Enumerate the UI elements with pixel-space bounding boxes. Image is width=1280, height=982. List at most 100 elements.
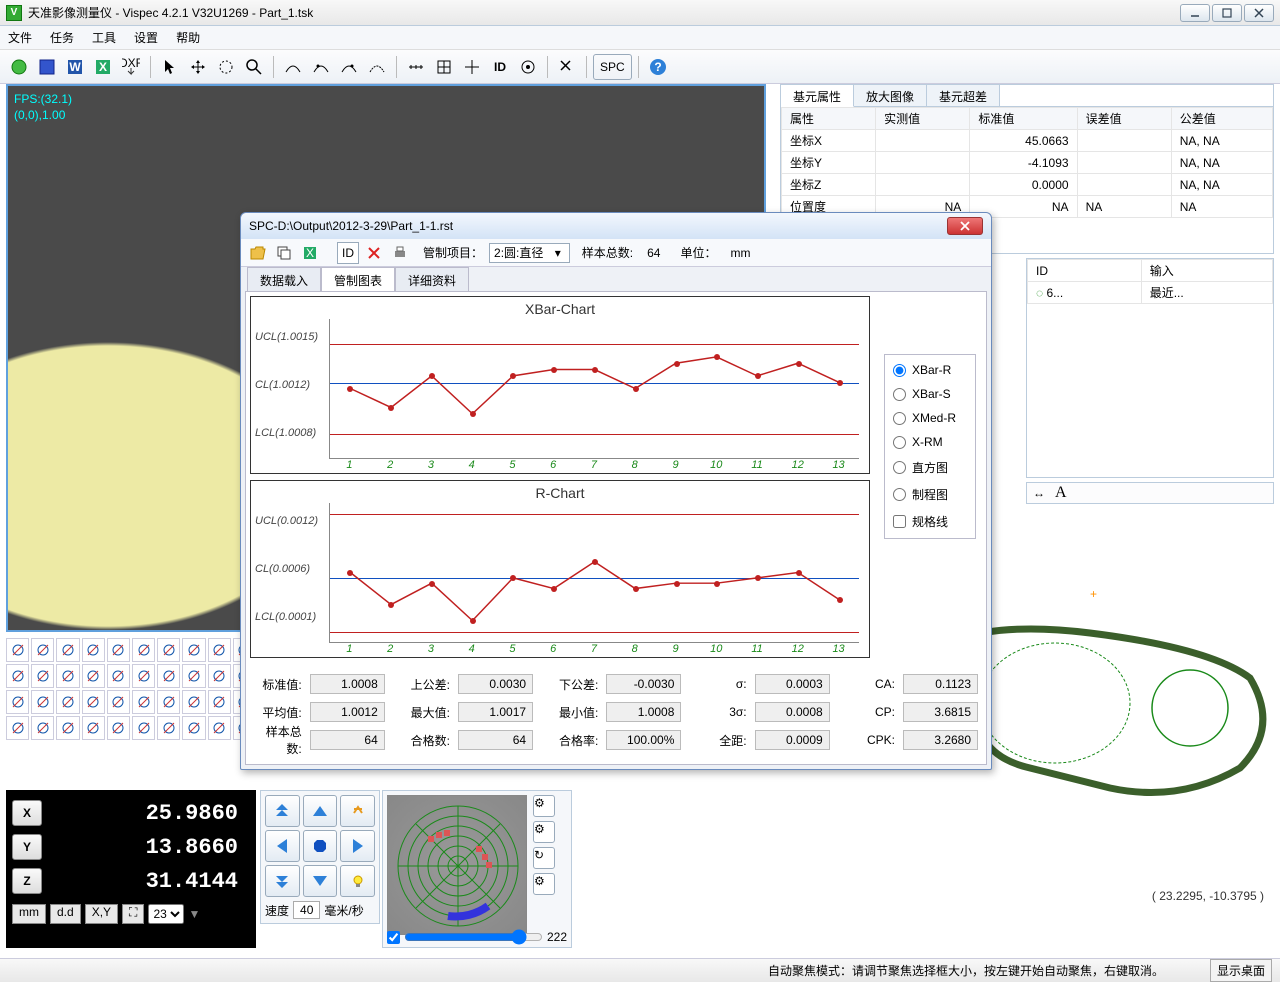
tool-circle-icon[interactable] <box>56 638 79 662</box>
excel-export-icon[interactable]: X <box>90 54 116 80</box>
maximize-button[interactable] <box>1212 4 1242 22</box>
select-circle-icon[interactable] <box>213 54 239 80</box>
menu-setting[interactable]: 设置 <box>134 29 158 46</box>
tool-l0-icon[interactable] <box>107 716 130 740</box>
light-icon[interactable] <box>340 865 375 897</box>
radio-xmed-r[interactable]: XMed-R <box>893 411 967 425</box>
tool-l1-icon[interactable] <box>132 716 155 740</box>
spc-titlebar[interactable]: SPC-D:\Output\2012-3-29\Part_1-1.rst <box>241 213 991 239</box>
tool-ellipse-icon[interactable] <box>107 638 130 662</box>
axis-x-button[interactable]: X <box>12 800 42 826</box>
tool-radius-icon[interactable] <box>132 690 155 714</box>
tool-ruler-icon[interactable] <box>182 664 205 688</box>
new-file-icon[interactable] <box>6 54 32 80</box>
tool-curve-icon[interactable] <box>132 638 155 662</box>
radio-histogram[interactable]: 直方图 <box>893 459 967 476</box>
tool-lx-icon[interactable] <box>31 716 54 740</box>
close-button[interactable] <box>1244 4 1274 22</box>
settings-icon[interactable] <box>554 54 580 80</box>
save-icon[interactable] <box>34 54 60 80</box>
target-canvas[interactable] <box>387 795 527 935</box>
motion-fast-up-icon[interactable] <box>265 795 300 827</box>
tool-align-icon[interactable] <box>208 664 231 688</box>
tool-ocircle-icon[interactable] <box>31 690 54 714</box>
tool-l2-icon[interactable] <box>157 716 180 740</box>
spc-ctrl-item-select[interactable]: 2:圆:直径 ▾ <box>489 243 570 263</box>
spc-copy-icon[interactable] <box>273 242 295 264</box>
tool-tangent-icon[interactable] <box>157 690 180 714</box>
tab-element-props[interactable]: 基元属性 <box>781 85 854 107</box>
coord-more-icon[interactable]: ⛶ <box>122 904 144 924</box>
axis-z-button[interactable]: Z <box>12 868 42 894</box>
tool-ly-icon[interactable] <box>56 716 79 740</box>
coord-precision-select[interactable]: 23 <box>148 904 184 924</box>
spc-export-icon[interactable]: X <box>299 242 321 264</box>
target-gear2-icon[interactable]: ⚙ <box>533 821 555 843</box>
menu-task[interactable]: 任务 <box>50 29 74 46</box>
list-item[interactable]: ◌ 6...最近... <box>1028 282 1273 304</box>
tool-perp-icon[interactable] <box>157 664 180 688</box>
tool-csys-icon[interactable] <box>82 664 105 688</box>
tool-l3-icon[interactable] <box>182 716 205 740</box>
zoom-icon[interactable] <box>241 54 267 80</box>
tool-xy-icon[interactable] <box>6 664 29 688</box>
show-desktop-button[interactable]: 显示桌面 <box>1210 959 1272 982</box>
target-toggle-icon[interactable] <box>515 54 541 80</box>
tool-arc-icon[interactable] <box>82 638 105 662</box>
tool-point-icon[interactable] <box>6 638 29 662</box>
dxf-export-icon[interactable]: DXF <box>118 54 144 80</box>
tool-fit-icon[interactable] <box>107 690 130 714</box>
spc-button[interactable]: SPC <box>593 54 632 80</box>
radio-xbar-r[interactable]: XBar-R <box>893 363 967 377</box>
tool-rect-icon[interactable] <box>182 638 205 662</box>
tool-coord-icon[interactable] <box>56 664 79 688</box>
arc2-icon[interactable] <box>308 54 334 80</box>
tool-l4-icon[interactable] <box>208 716 231 740</box>
spc-tab-detail[interactable]: 详细资料 <box>395 267 469 291</box>
radio-x-rm[interactable]: X-RM <box>893 435 967 449</box>
menu-file[interactable]: 文件 <box>8 29 32 46</box>
tool-angle-icon[interactable] <box>132 664 155 688</box>
text-anno-icon[interactable]: A <box>1055 484 1067 502</box>
menu-help[interactable]: 帮助 <box>176 29 200 46</box>
checkbox-spec-line[interactable]: 规格线 <box>893 513 967 530</box>
motion-down-icon[interactable] <box>303 865 338 897</box>
target-checkbox[interactable] <box>387 931 400 944</box>
arc1-icon[interactable] <box>280 54 306 80</box>
radio-xbar-s[interactable]: XBar-S <box>893 387 967 401</box>
motion-left-icon[interactable] <box>265 830 300 862</box>
motion-stop-icon[interactable] <box>303 830 338 862</box>
tab-zoom-image[interactable]: 放大图像 <box>854 85 927 106</box>
minimize-button[interactable] <box>1180 4 1210 22</box>
tool-diag-icon[interactable] <box>6 690 29 714</box>
tool-slot-icon[interactable] <box>157 638 180 662</box>
id-button[interactable]: ID <box>487 54 513 80</box>
spc-print-icon[interactable] <box>389 242 411 264</box>
grid-icon[interactable] <box>431 54 457 80</box>
motion-right-icon[interactable] <box>340 830 375 862</box>
tool-dcircle-icon[interactable] <box>56 690 79 714</box>
spc-tab-data-load[interactable]: 数据载入 <box>247 267 321 291</box>
spc-open-icon[interactable] <box>247 242 269 264</box>
crosshair-icon[interactable] <box>459 54 485 80</box>
tool-lz-icon[interactable] <box>82 716 105 740</box>
target-refresh-icon[interactable]: ↻ <box>533 847 555 869</box>
word-export-icon[interactable]: W <box>62 54 88 80</box>
radio-process[interactable]: 制程图 <box>893 486 967 503</box>
tool-line-icon[interactable] <box>31 638 54 662</box>
ruler-icon[interactable] <box>403 54 429 80</box>
motion-up-icon[interactable] <box>303 795 338 827</box>
tool-dist-icon[interactable] <box>107 664 130 688</box>
arc4-icon[interactable] <box>364 54 390 80</box>
spc-delete-icon[interactable] <box>363 242 385 264</box>
motion-z-up-icon[interactable] <box>340 795 375 827</box>
tool-para-icon[interactable] <box>182 690 205 714</box>
menu-tool[interactable]: 工具 <box>92 29 116 46</box>
axis-y-button[interactable]: Y <box>12 834 42 860</box>
spc-tab-control-chart[interactable]: 管制图表 <box>321 267 395 291</box>
target-gear1-icon[interactable]: ⚙ <box>533 795 555 817</box>
tool-parallel-icon[interactable] <box>208 638 231 662</box>
unit-mm-button[interactable]: mm <box>12 904 46 924</box>
pointer-icon[interactable] <box>157 54 183 80</box>
dimension-icon[interactable]: ↔ <box>1033 486 1045 500</box>
